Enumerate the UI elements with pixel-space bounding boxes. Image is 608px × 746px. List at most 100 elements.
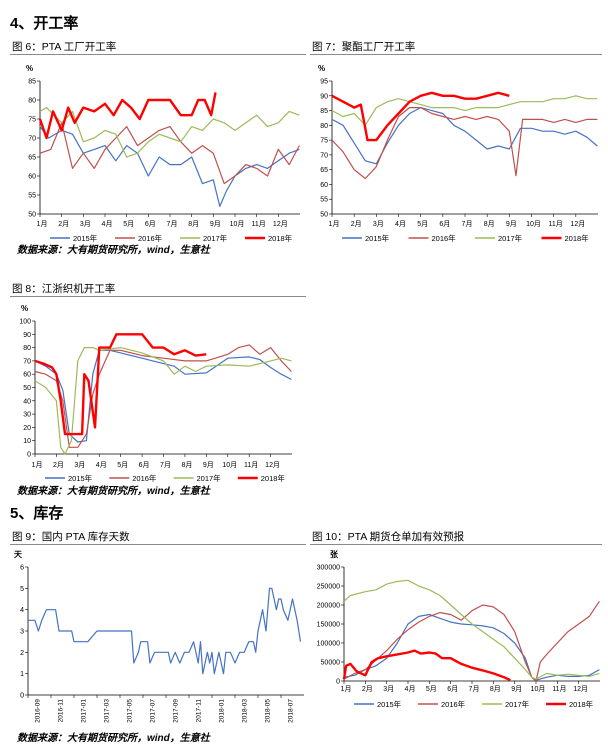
series-line-2016年 bbox=[331, 106, 598, 180]
series-line-2018年 bbox=[342, 649, 511, 682]
x-tick-label: 2016-09 bbox=[35, 699, 42, 723]
x-tick-label: 6月 bbox=[139, 461, 150, 469]
x-tick-label: 9月 bbox=[210, 220, 221, 228]
x-tick-label: 2018-07 bbox=[288, 699, 295, 723]
legend-label: 2017年 bbox=[197, 473, 222, 483]
y-tick-label: 70 bbox=[28, 136, 36, 143]
y-tick-label: 60 bbox=[28, 174, 36, 181]
x-tick-label: 12月 bbox=[570, 220, 585, 228]
source-note: 数据来源：大有期货研究所，wind，生意社 bbox=[17, 733, 210, 744]
y-axis-unit: 天 bbox=[14, 550, 23, 559]
x-tick-label: 2017-11 bbox=[196, 699, 203, 723]
x-tick-label: 3月 bbox=[80, 220, 91, 228]
x-tick-label: 5月 bbox=[426, 685, 437, 693]
x-tick-label: 8月 bbox=[181, 461, 192, 469]
y-tick-label: 90 bbox=[320, 93, 328, 100]
y-tick-label: 90 bbox=[23, 332, 31, 339]
x-tick-label: 3月 bbox=[383, 685, 394, 693]
y-tick-label: 50 bbox=[320, 212, 328, 219]
x-tick-label: 10月 bbox=[531, 685, 546, 693]
legend-label: 2015年 bbox=[73, 233, 98, 243]
legend-label: 2017年 bbox=[498, 233, 523, 243]
legend-label: 2016年 bbox=[432, 233, 457, 243]
legend-label: 2016年 bbox=[132, 473, 157, 483]
x-tick-label: 8月 bbox=[490, 685, 501, 693]
x-tick-label: 2017-05 bbox=[127, 699, 134, 723]
chart-title: 图 10：PTA 期货仓单加有效预报 bbox=[310, 530, 602, 545]
y-tick-label: 250000 bbox=[317, 584, 340, 591]
y-axis-unit: % bbox=[21, 304, 28, 313]
x-tick-label: 2018-05 bbox=[265, 699, 272, 723]
y-axis-unit: % bbox=[318, 64, 325, 73]
x-tick-label: 9月 bbox=[511, 685, 522, 693]
x-tick-label: 9月 bbox=[506, 220, 517, 228]
x-tick-label: 2月 bbox=[351, 220, 362, 228]
y-tick-label: 200000 bbox=[317, 603, 340, 610]
x-tick-label: 2月 bbox=[53, 461, 64, 469]
chart-pta-inventory-days: 天 0 1 2 3 4 5 6 2016-09 2016-11 2017-01 2017-03 2017… bbox=[14, 550, 304, 723]
y-tick-label: 60 bbox=[320, 182, 328, 189]
y-tick-label: 85 bbox=[320, 108, 328, 115]
series-line-2017年 bbox=[39, 106, 300, 158]
legend-label: 2018年 bbox=[261, 473, 286, 483]
y-tick-label: 0 bbox=[20, 693, 24, 700]
y-tick-label: 30 bbox=[23, 412, 31, 419]
x-tick-label: 11月 bbox=[549, 220, 563, 228]
y-tick-label: 4 bbox=[20, 607, 24, 614]
x-tick-label: 4月 bbox=[96, 461, 107, 469]
y-tick-label: 150000 bbox=[317, 622, 340, 629]
legend-label: 2018年 bbox=[565, 233, 590, 243]
legend-label: 2017年 bbox=[505, 699, 530, 709]
section-heading-operating-rate: 4、开工率 bbox=[10, 15, 79, 32]
x-tick-label: 7月 bbox=[469, 685, 480, 693]
x-tick-label: 3月 bbox=[373, 220, 384, 228]
legend-label: 2018年 bbox=[569, 699, 594, 709]
series-line-2017年 bbox=[331, 95, 598, 126]
x-tick-label: 2月 bbox=[58, 220, 69, 228]
section-heading-inventory: 5、库存 bbox=[10, 505, 64, 522]
series-line-2017年 bbox=[343, 579, 600, 680]
y-tick-label: 0 bbox=[27, 452, 31, 459]
x-tick-label: 7月 bbox=[160, 461, 171, 469]
y-tick-label: 1 bbox=[20, 671, 24, 678]
y-axis-unit: % bbox=[26, 64, 33, 73]
x-tick-label: 1月 bbox=[32, 461, 43, 469]
legend-label: 2016年 bbox=[138, 233, 163, 243]
series-line-2016年 bbox=[39, 122, 300, 185]
y-tick-label: 20 bbox=[23, 425, 31, 432]
x-tick-label: 2017-03 bbox=[104, 699, 111, 723]
y-tick-label: 50000 bbox=[321, 660, 341, 667]
x-tick-label: 11月 bbox=[552, 685, 566, 693]
x-tick-label: 5月 bbox=[123, 220, 134, 228]
y-tick-label: 70 bbox=[320, 152, 328, 159]
x-tick-label: 2月 bbox=[362, 685, 373, 693]
series-line-2018年 bbox=[331, 91, 510, 142]
x-tick-label: 6月 bbox=[439, 220, 450, 228]
chart-jiangzhe-loom-operating-rate: % 0 10 20 30 40 50 60 70 80 90 100 1月 2月 3月 4月 5月 6月 7月 8月 9… bbox=[19, 304, 292, 483]
x-tick-label: 2017-07 bbox=[150, 699, 157, 723]
x-tick-label: 11月 bbox=[252, 220, 266, 228]
x-tick-label: 5月 bbox=[417, 220, 428, 228]
source-note: 数据来源：大有期货研究所，wind，生意社 bbox=[17, 486, 210, 497]
x-tick-label: 12月 bbox=[265, 461, 280, 469]
x-tick-label: 2017-01 bbox=[81, 699, 88, 723]
x-tick-label: 4月 bbox=[102, 220, 113, 228]
y-tick-label: 70 bbox=[23, 358, 31, 365]
chart-polyester-plant-operating-rate: % 50 55 60 65 70 75 80 85 90 95 1月 2月 3月 4月 5月 6月 7月 8月 9月 1… bbox=[318, 64, 598, 243]
series-line-2015年 bbox=[39, 126, 300, 207]
y-tick-label: 80 bbox=[23, 345, 31, 352]
x-tick-label: 12月 bbox=[573, 685, 588, 693]
x-tick-label: 10月 bbox=[526, 220, 541, 228]
x-tick-label: 2017-09 bbox=[173, 699, 180, 723]
chart-pta-plant-operating-rate: % 50 55 60 65 70 75 80 85 1月 2月 3月 4月 5月 6月 7月 8月 9月 10月 11… bbox=[26, 64, 300, 243]
x-tick-label: 4月 bbox=[395, 220, 406, 228]
chart-title: 图 8：江浙织机开工率 bbox=[10, 282, 306, 297]
y-tick-label: 300000 bbox=[317, 565, 340, 572]
y-tick-label: 40 bbox=[23, 398, 31, 405]
series-line-main bbox=[28, 587, 302, 675]
x-tick-label: 5月 bbox=[117, 461, 128, 469]
y-tick-label: 50 bbox=[28, 212, 36, 219]
x-tick-label: 1月 bbox=[37, 220, 48, 228]
legend-label: 2015年 bbox=[365, 233, 390, 243]
legend-label: 2015年 bbox=[377, 699, 402, 709]
